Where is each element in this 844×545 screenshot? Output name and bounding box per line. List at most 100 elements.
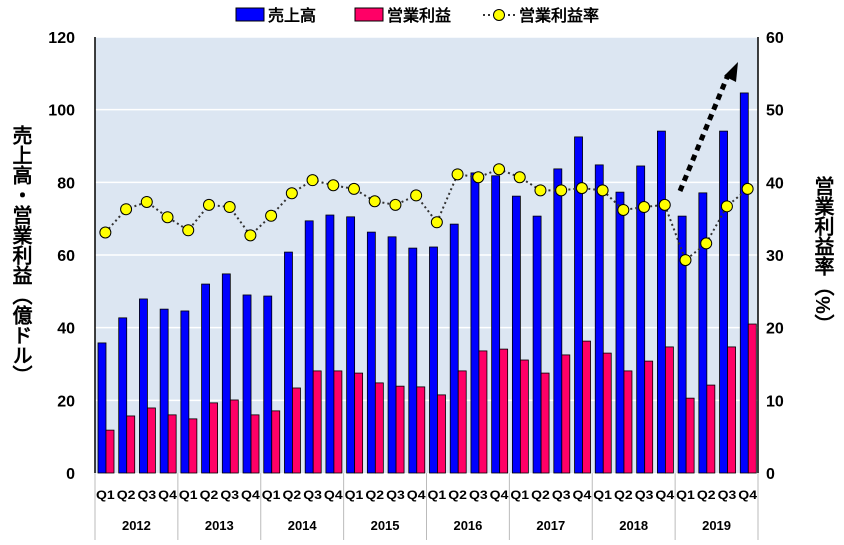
bar-revenue <box>180 310 190 474</box>
bar-revenue <box>511 195 521 474</box>
x-tick-quarter: Q1 <box>676 488 695 502</box>
margin-point <box>182 224 195 237</box>
margin-point <box>575 182 588 195</box>
trend-arrow <box>677 74 731 192</box>
x-tick-year: 2013 <box>205 518 234 533</box>
x-tick-quarter: Q3 <box>635 488 654 502</box>
margin-point <box>617 203 630 216</box>
x-tick-quarter: Q3 <box>469 488 488 502</box>
x-tick-quarter: Q4 <box>324 488 343 502</box>
margin-point <box>99 226 112 239</box>
bar-operating-profit <box>147 407 156 474</box>
x-tick-quarter: Q3 <box>552 488 571 502</box>
margin-point <box>472 171 485 184</box>
legend-marker-margin <box>493 9 505 21</box>
x-tick-year: 2014 <box>288 518 318 533</box>
bar-operating-profit <box>561 354 571 474</box>
legend-label-operating-profit: 営業利益 <box>387 6 451 25</box>
x-tick-quarter: Q4 <box>158 488 177 502</box>
bar-operating-profit <box>540 372 550 474</box>
y-tick-label: 20 <box>57 393 75 410</box>
bar-operating-profit <box>292 387 301 474</box>
x-tick-year: 2019 <box>702 518 731 533</box>
bar-operating-profit <box>271 410 281 474</box>
margin-point <box>347 182 360 195</box>
x-tick-quarter: Q3 <box>220 488 239 502</box>
bar-operating-profit <box>312 370 322 474</box>
margin-point <box>451 168 464 181</box>
margin-point <box>244 229 257 242</box>
bar-operating-profit <box>416 386 426 474</box>
trend-arrow-head <box>724 62 738 82</box>
x-tick-quarter: Q1 <box>345 488 364 502</box>
margin-point <box>120 203 133 216</box>
bar-revenue <box>97 342 107 474</box>
y2-tick-label: 50 <box>766 103 784 120</box>
x-tick-quarter: Q3 <box>718 488 737 502</box>
x-tick-year: 2015 <box>371 518 400 533</box>
bar-operating-profit <box>602 352 612 474</box>
margin-point <box>202 198 215 211</box>
bar-revenue <box>636 165 646 474</box>
margin-point <box>265 209 278 222</box>
bar-revenue <box>698 192 708 474</box>
bar-operating-profit <box>333 370 343 474</box>
x-tick-year: 2016 <box>453 518 482 533</box>
bar-operating-profit <box>478 350 488 474</box>
bar-operating-profit <box>105 429 115 474</box>
bar-operating-profit <box>665 346 674 474</box>
bar-operating-profit <box>188 418 198 474</box>
bar-revenue <box>429 246 438 474</box>
x-tick-quarter: Q3 <box>137 488 156 502</box>
margin-point <box>389 198 402 211</box>
bar-operating-profit <box>167 414 177 474</box>
bar-revenue <box>470 172 480 474</box>
x-tick-quarter: Q2 <box>365 488 384 502</box>
x-tick-quarter: Q1 <box>428 488 447 502</box>
bar-operating-profit <box>457 370 467 474</box>
margin-point <box>700 237 713 250</box>
y2-tick-label: 0 <box>766 466 775 483</box>
x-tick-year: 2018 <box>619 518 648 533</box>
y-tick-label: 100 <box>48 103 75 120</box>
bar-revenue <box>242 294 252 474</box>
bar-revenue <box>325 214 335 474</box>
bar-operating-profit <box>374 382 384 474</box>
x-tick-quarter: Q4 <box>407 488 426 502</box>
bar-revenue <box>719 130 728 474</box>
bar-revenue <box>491 175 501 474</box>
margin-point <box>513 171 526 184</box>
y2-tick-label: 10 <box>766 393 784 410</box>
x-tick-quarter: Q2 <box>282 488 301 502</box>
bar-operating-profit <box>706 384 716 474</box>
bar-revenue <box>221 273 231 474</box>
bar-operating-profit <box>209 402 218 474</box>
bar-revenue <box>615 191 625 474</box>
bar-revenue <box>304 220 314 474</box>
bar-revenue <box>366 231 376 474</box>
bar-revenue <box>574 136 583 474</box>
bar-revenue <box>532 215 542 474</box>
y2-tick-label: 40 <box>766 175 784 192</box>
x-tick-quarter: Q2 <box>200 488 219 502</box>
x-tick-quarter: Q1 <box>510 488 529 502</box>
y-tick-label: 40 <box>57 321 75 338</box>
bar-revenue <box>346 216 356 474</box>
x-tick-quarter: Q1 <box>179 488 198 502</box>
y2-tick-label: 20 <box>766 321 784 338</box>
x-tick-quarter: Q1 <box>593 488 612 502</box>
x-tick-quarter: Q3 <box>303 488 322 502</box>
margin-point <box>638 201 651 214</box>
bar-operating-profit <box>685 397 695 474</box>
x-tick-quarter: Q1 <box>262 488 281 502</box>
bar-operating-profit <box>126 415 136 474</box>
bar-revenue <box>657 130 666 474</box>
margin-point <box>410 189 423 202</box>
legend-label-margin: 営業利益率 <box>519 6 599 25</box>
x-tick-quarter: Q2 <box>531 488 550 502</box>
y-axis-title: 売上高・営業利益（億ドル） <box>9 125 32 385</box>
y-tick-label: 0 <box>66 466 75 483</box>
y2-tick-label: 60 <box>766 30 784 47</box>
margin-point <box>368 195 381 208</box>
